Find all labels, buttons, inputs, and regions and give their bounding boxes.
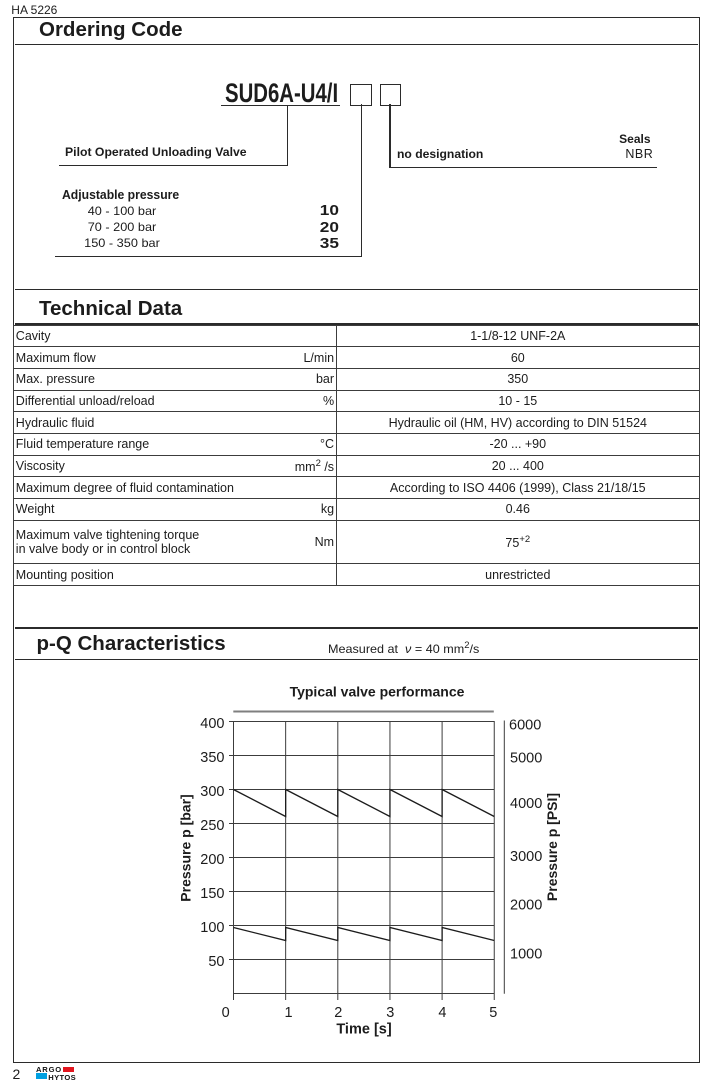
svg-text:6000: 6000 [509,718,541,734]
svg-text:4000: 4000 [510,796,542,812]
svg-text:Pressure p [bar]: Pressure p [bar] [178,794,194,901]
svg-text:1000: 1000 [510,946,542,962]
svg-text:50: 50 [208,954,224,970]
svg-text:5: 5 [489,1005,497,1021]
svg-text:Time [s]: Time [s] [336,1022,392,1038]
svg-text:300: 300 [200,784,224,800]
svg-text:2000: 2000 [510,898,542,914]
svg-text:3: 3 [386,1005,394,1021]
svg-text:1: 1 [285,1005,293,1021]
svg-text:4: 4 [438,1005,446,1021]
svg-text:Pressure p [PSI]: Pressure p [PSI] [544,793,560,901]
svg-text:250: 250 [200,818,224,834]
svg-text:150: 150 [200,886,224,902]
svg-text:Typical valve performance: Typical valve performance [290,683,465,699]
svg-text:2: 2 [334,1005,342,1021]
svg-text:200: 200 [200,852,224,868]
svg-text:100: 100 [200,920,224,936]
svg-text:350: 350 [200,750,224,766]
svg-text:5000: 5000 [510,751,542,767]
svg-text:400: 400 [200,716,224,732]
svg-text:3000: 3000 [510,849,542,865]
svg-text:0: 0 [222,1005,230,1021]
